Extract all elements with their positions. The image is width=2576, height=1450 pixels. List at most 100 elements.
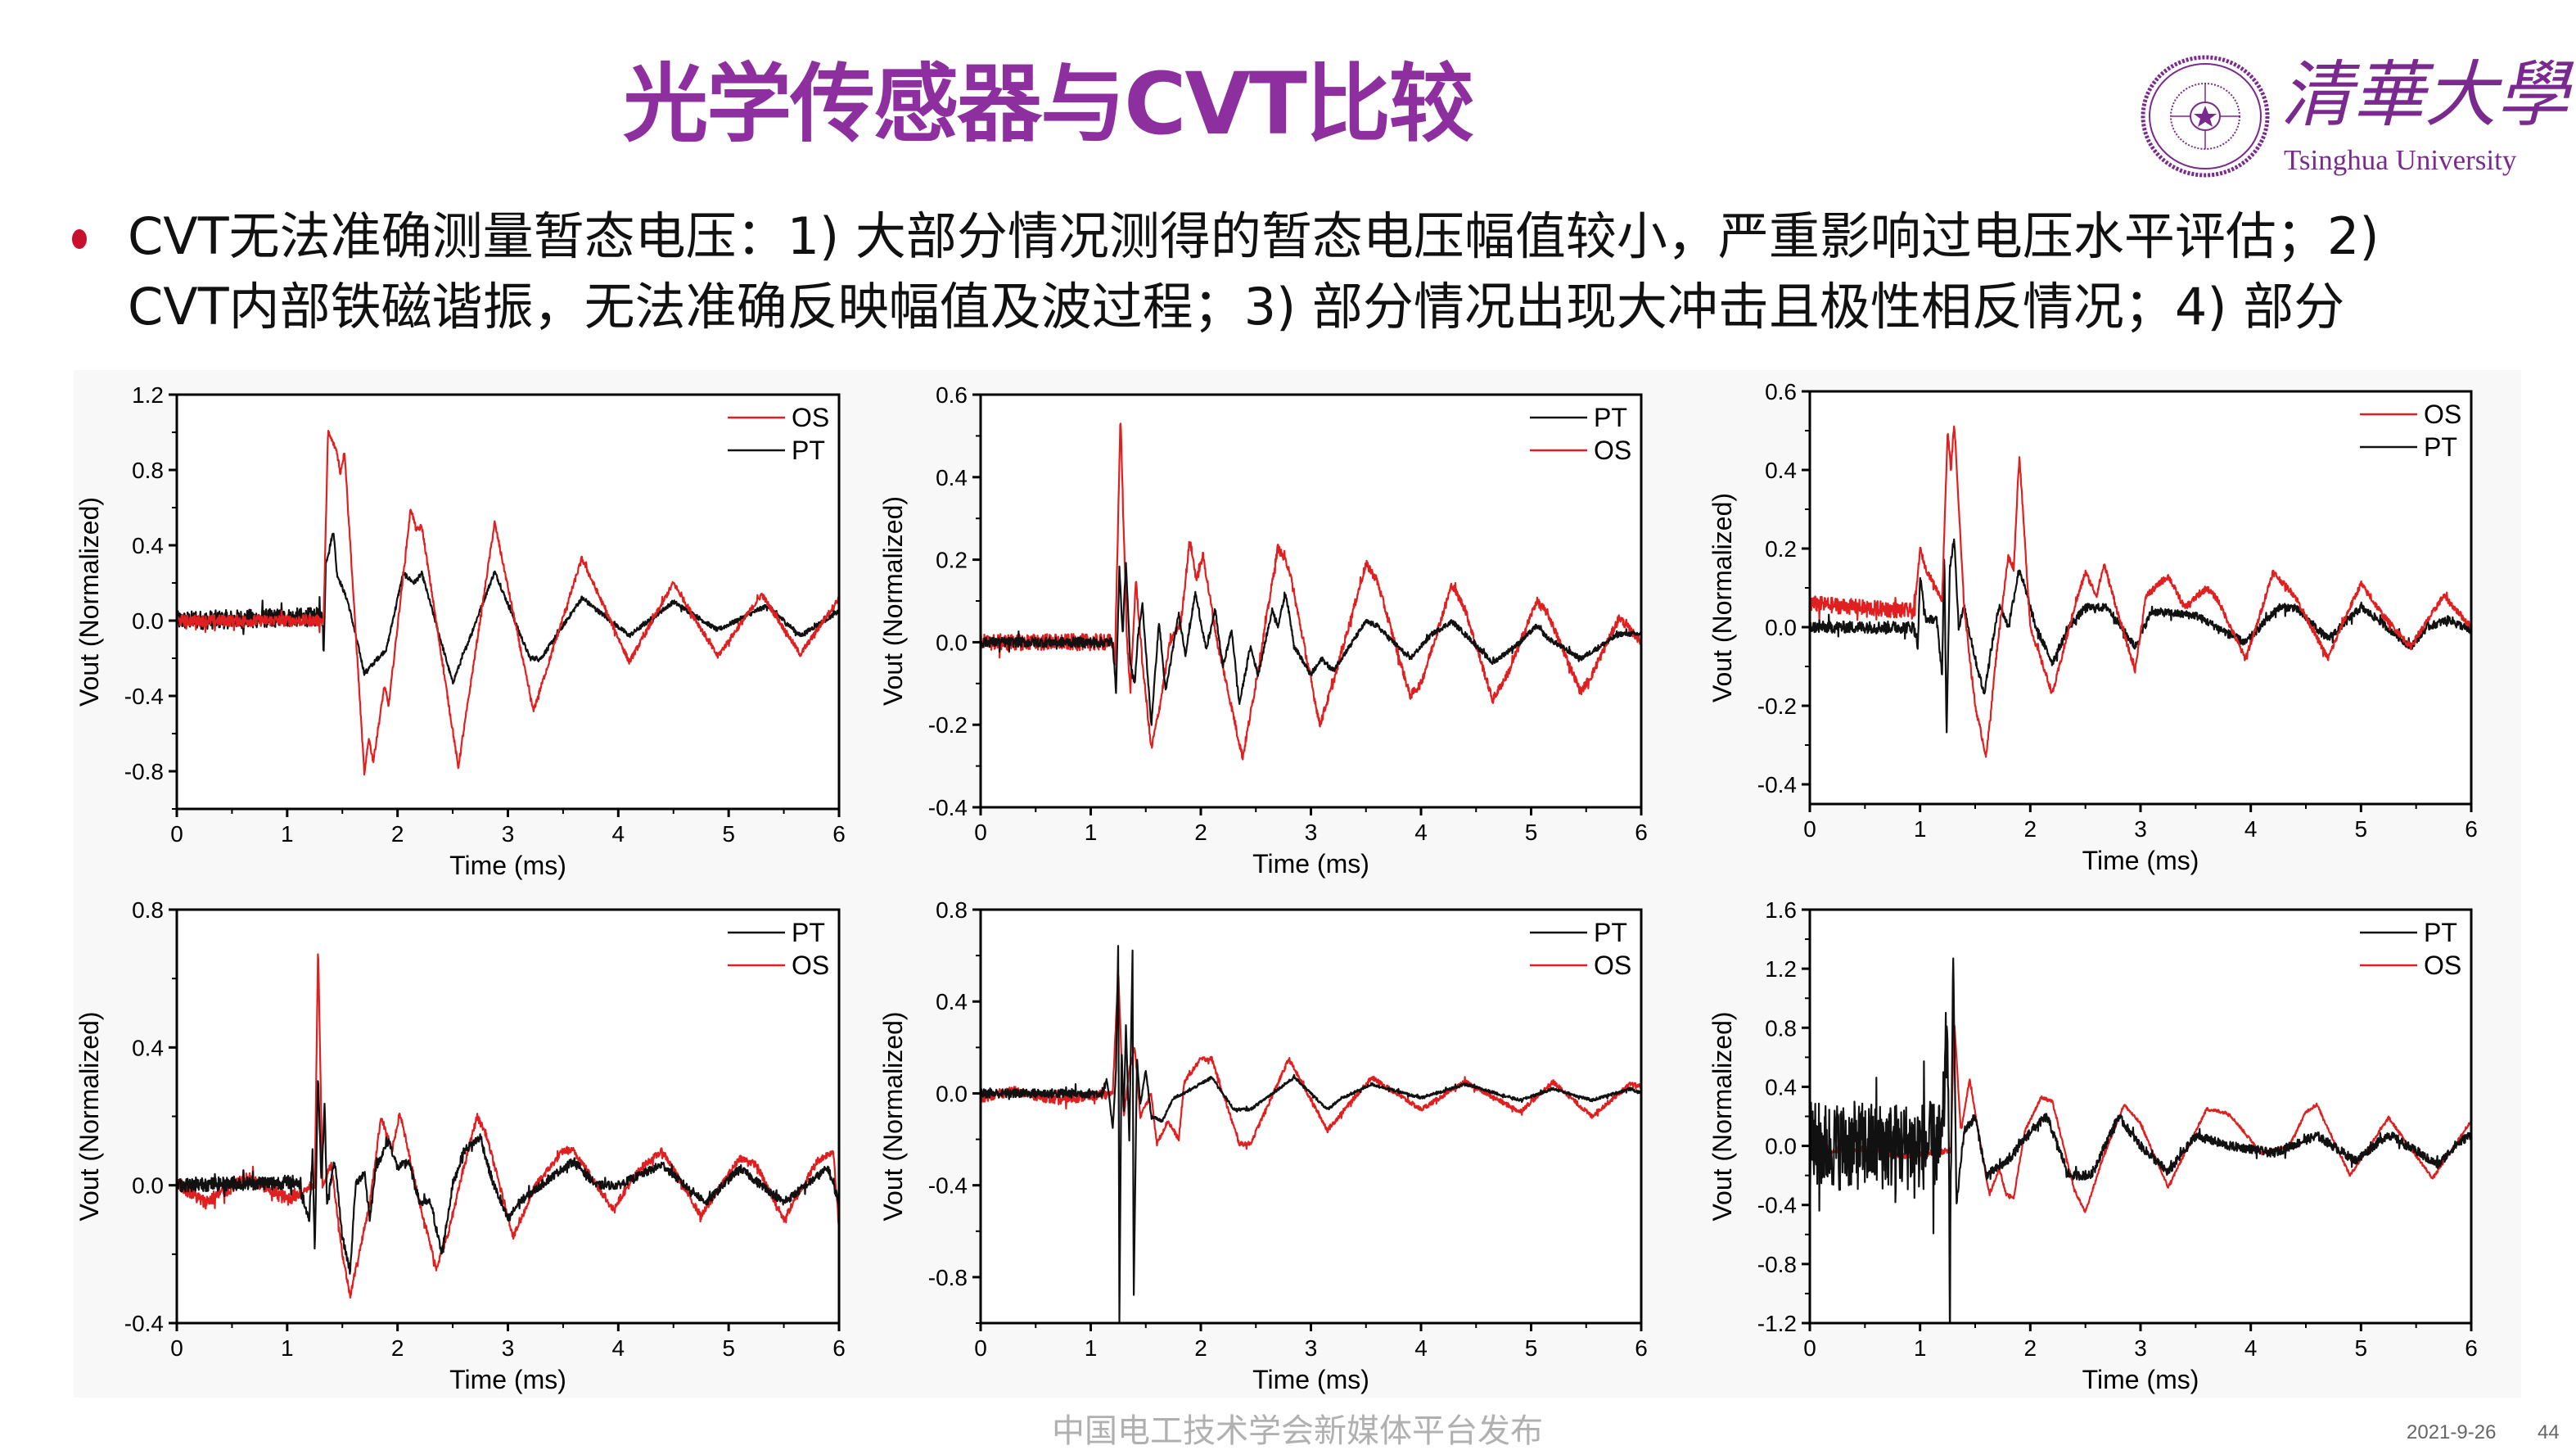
y-axis-label: Vout (Normalized) (878, 496, 908, 706)
x-tick-label: 3 (2134, 1335, 2147, 1361)
series-line-os (177, 430, 839, 776)
x-tick-label: 5 (722, 1335, 735, 1361)
plot-area (1810, 391, 2471, 804)
x-tick-label: 0 (170, 821, 183, 847)
legend-label-os: OS (2424, 951, 2461, 980)
x-axis-label: Time (ms) (2082, 1365, 2199, 1394)
y-tick-label: 0.8 (132, 897, 164, 923)
x-tick-label: 2 (1194, 820, 1207, 845)
legend-label-pt: PT (792, 918, 825, 947)
plot-area (177, 910, 839, 1323)
y-tick-label: 0.0 (132, 608, 164, 634)
legend-label-os: OS (2424, 400, 2461, 429)
y-tick-label: 0.0 (1765, 615, 1797, 640)
bullet-line: CVT无法准确测量暂态电压：1) 大部分情况测得的暂态电压幅值较小，严重影响过电… (128, 206, 2380, 266)
y-tick-label: 0.0 (936, 1081, 968, 1106)
x-tick-label: 3 (502, 1335, 515, 1361)
x-tick-label: 6 (2465, 1335, 2478, 1361)
bullet-icon (72, 229, 87, 249)
legend-label-pt: PT (792, 436, 825, 465)
bullet-text: CVT无法准确测量暂态电压：1) 大部分情况测得的暂态电压幅值较小，严重影响过电… (128, 201, 2534, 342)
x-tick-label: 4 (612, 1335, 625, 1361)
y-tick-label: 0.2 (936, 548, 968, 573)
x-tick-label: 2 (2024, 816, 2037, 842)
x-tick-label: 1 (1085, 1335, 1098, 1361)
x-tick-label: 1 (281, 821, 294, 847)
chart-5: 0 1 2 3 4 5 6 -0.8 -0.4 0.0 0.4 0.8 Time (ms) Vout (N… (878, 897, 1648, 1394)
legend-label-pt: PT (1594, 918, 1627, 947)
y-axis-label: Vout (Normalized) (878, 1011, 908, 1221)
x-axis-label: Time (ms) (2082, 846, 2199, 875)
x-axis-label: Time (ms) (1252, 849, 1369, 879)
y-axis-label: Vout (Normalized) (1708, 1011, 1737, 1221)
y-tick-label: -0.2 (1757, 693, 1797, 719)
legend-label-os: OS (792, 951, 829, 980)
y-tick-label: -1.2 (1757, 1311, 1797, 1336)
y-tick-label: 0.6 (1765, 379, 1797, 404)
series-line-pt (1810, 957, 2471, 1323)
y-tick-label: -0.4 (1757, 1193, 1797, 1218)
tsinghua-seal-logo (2141, 55, 2270, 178)
x-tick-label: 1 (281, 1335, 294, 1361)
y-tick-label: 1.2 (1765, 956, 1797, 982)
footer-publisher: 中国电工技术学会新媒体平台发布 (1052, 1412, 1543, 1450)
y-tick-label: -0.4 (1757, 772, 1797, 797)
x-tick-label: 3 (1305, 820, 1318, 845)
legend-label-os: OS (1594, 951, 1631, 980)
legend-label-pt: PT (1594, 403, 1627, 432)
x-tick-label: 2 (2024, 1335, 2037, 1361)
y-tick-label: -0.4 (124, 684, 164, 709)
x-tick-label: 5 (722, 821, 735, 847)
legend-label-pt: PT (2424, 918, 2457, 947)
x-tick-label: 2 (391, 1335, 404, 1361)
series-line-pt (981, 562, 1641, 726)
y-tick-label: 0.4 (936, 989, 968, 1014)
slide-title: 光学传感器与CVT比较 (623, 54, 1474, 154)
series-line-pt (177, 1080, 839, 1275)
x-tick-label: 1 (1914, 1335, 1927, 1361)
chart-2: 0 1 2 3 4 5 6 -0.4 -0.2 0.0 0.2 0.4 0.6 Time (ms) Vout… (878, 382, 1648, 879)
x-tick-label: 0 (974, 820, 987, 845)
x-tick-label: 0 (170, 1335, 183, 1361)
x-tick-label: 2 (1194, 1335, 1207, 1361)
plot-area (1810, 910, 2471, 1323)
y-tick-label: -0.8 (1757, 1252, 1797, 1277)
y-tick-label: 0.8 (936, 897, 968, 923)
x-tick-label: 3 (1305, 1335, 1318, 1361)
series-line-os (1810, 425, 2471, 758)
x-tick-label: 1 (1914, 816, 1927, 842)
x-tick-label: 6 (1635, 1335, 1648, 1361)
footer-date: 2021-9-26 (2407, 1421, 2497, 1443)
logo-name-cn: 清華大學 (2281, 52, 2569, 137)
y-tick-label: -0.4 (928, 1173, 968, 1199)
y-tick-label: 0.4 (132, 533, 164, 558)
y-tick-label: -0.8 (928, 1265, 968, 1290)
y-tick-label: 0.4 (1765, 458, 1797, 483)
series-line-pt (981, 945, 1641, 1323)
x-tick-label: 0 (974, 1335, 987, 1361)
plot-area (981, 395, 1641, 807)
x-tick-label: 2 (391, 821, 404, 847)
x-tick-label: 0 (1803, 816, 1816, 842)
y-axis-label: Vout (Normalized) (74, 1011, 104, 1221)
x-tick-label: 6 (832, 1335, 846, 1361)
legend-label-pt: PT (2424, 432, 2457, 462)
y-axis-label: Vout (Normalized) (1708, 493, 1737, 702)
y-tick-label: 0.0 (132, 1173, 164, 1199)
x-tick-label: 0 (1803, 1335, 1816, 1361)
y-tick-label: 0.8 (132, 458, 164, 483)
y-tick-label: 0.4 (1765, 1074, 1797, 1100)
x-tick-label: 3 (2134, 816, 2147, 842)
y-tick-label: 0.0 (936, 630, 968, 655)
y-tick-label: 1.6 (1765, 897, 1797, 923)
y-tick-label: -0.4 (928, 795, 968, 820)
y-tick-label: -0.8 (124, 759, 164, 784)
y-tick-label: 0.0 (1765, 1134, 1797, 1159)
x-tick-label: 3 (502, 821, 515, 847)
x-axis-label: Time (ms) (449, 851, 566, 880)
y-tick-label: 0.2 (1765, 536, 1797, 562)
logo-name-en: Tsinghua University (2284, 144, 2517, 176)
chart-4: 0 1 2 3 4 5 6 -0.4 0.0 0.4 0.8 Time (ms) Vout (Norma… (74, 897, 846, 1394)
x-axis-label: Time (ms) (449, 1365, 566, 1394)
x-tick-label: 4 (1414, 820, 1428, 845)
